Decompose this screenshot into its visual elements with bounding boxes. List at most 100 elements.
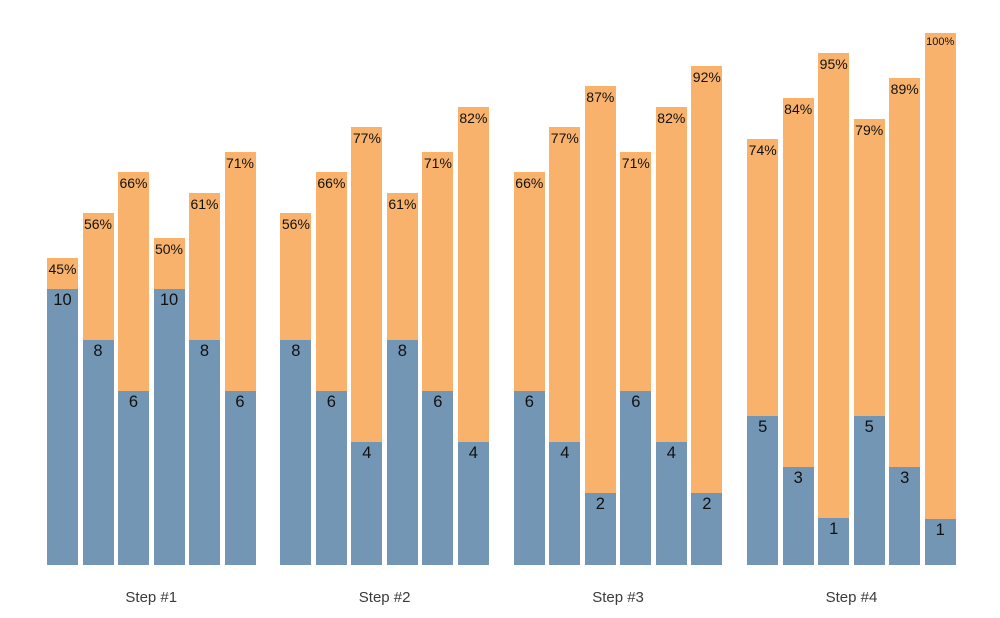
value-label: 3	[900, 469, 910, 488]
percent-label: 84%	[784, 101, 813, 118]
stacked-bar: 100% 1	[924, 33, 956, 565]
bottom-segment	[280, 339, 312, 565]
stacked-bar: 77% 4	[549, 127, 581, 565]
bottom-segment	[47, 288, 78, 565]
bottom-segment	[189, 339, 220, 565]
bottom-segment	[924, 518, 956, 565]
value-label: 10	[159, 291, 179, 309]
percent-label: 61%	[190, 195, 219, 212]
stacked-bar: 79% 5	[853, 118, 885, 565]
stacked-bar: 92% 2	[691, 65, 723, 565]
value-label: 5	[758, 418, 768, 437]
percent-label: 100%	[926, 36, 955, 48]
bottom-segment	[584, 492, 616, 565]
percent-label: 61%	[388, 195, 417, 212]
percent-label: 66%	[119, 175, 148, 192]
bottom-segment	[153, 289, 185, 565]
percent-label: 74%	[748, 142, 777, 159]
percent-label: 82%	[657, 109, 686, 126]
stacked-bar: 56% 8	[82, 212, 114, 565]
percent-label: 89%	[890, 80, 919, 97]
bottom-segment	[315, 390, 347, 565]
percent-label: 77%	[550, 130, 579, 147]
stacked-bar: 71% 6	[620, 151, 652, 565]
percent-label: 87%	[586, 89, 615, 106]
percent-label: 71%	[225, 154, 255, 171]
percent-label: 82%	[459, 109, 488, 126]
bottom-segment	[351, 441, 383, 565]
bottom-segment	[889, 467, 921, 565]
value-label: 6	[235, 392, 245, 411]
stacked-bar: 66% 6	[118, 172, 149, 565]
value-label: 5	[864, 418, 874, 437]
value-label: 3	[793, 469, 803, 488]
value-label: 6	[631, 392, 641, 411]
percent-label: 95%	[819, 56, 848, 73]
value-label: 1	[935, 520, 945, 539]
bottom-segment	[549, 441, 581, 565]
percent-label: 50%	[154, 240, 184, 257]
stacked-bar: 61% 8	[386, 192, 418, 565]
bottom-segment	[655, 441, 687, 565]
stacked-bar: 56% 8	[280, 212, 312, 565]
bottom-segment	[422, 390, 454, 565]
stacked-bar: 66% 6	[315, 172, 347, 565]
bottom-segment	[782, 467, 814, 565]
step-label: Step #4	[825, 589, 878, 606]
percent-label: 92%	[692, 68, 721, 85]
value-label: 2	[702, 494, 712, 513]
stacked-bar: 84% 3	[782, 98, 814, 565]
bottom-segment	[620, 390, 652, 565]
stacked-bar: 77% 4	[351, 127, 383, 565]
value-label: 4	[666, 443, 676, 462]
stacked-bar: 82% 4	[655, 106, 687, 565]
value-label: 10	[53, 290, 72, 309]
bottom-segment	[457, 441, 489, 565]
stacked-bar: 89% 3	[889, 77, 921, 565]
step-label: Step #3	[592, 589, 644, 606]
bottom-segment	[118, 390, 149, 565]
stacked-bar: 66% 6	[513, 172, 545, 565]
value-label: 6	[524, 392, 534, 411]
value-label: 8	[397, 341, 407, 360]
stacked-bar: 87% 2	[584, 86, 616, 565]
stacked-bar: 50% 10	[153, 237, 185, 565]
value-label: 2	[595, 494, 605, 513]
value-label: 8	[93, 341, 103, 360]
step-label: Step #1	[125, 589, 178, 606]
value-label: 4	[560, 443, 570, 462]
percent-label: 71%	[621, 154, 650, 171]
bottom-segment	[691, 492, 723, 565]
bottom-segment	[224, 390, 256, 565]
value-label: 6	[128, 392, 139, 411]
stacked-bar: 82% 4	[457, 106, 489, 565]
bottom-segment	[747, 416, 779, 565]
stacked-bar: 74% 5	[747, 139, 779, 565]
stacked-bar: 61% 8	[189, 192, 220, 565]
value-label: 4	[362, 443, 372, 462]
stacked-bar: 95% 1	[818, 53, 850, 565]
step-label: Step #2	[358, 589, 411, 606]
value-label: 6	[433, 392, 443, 411]
value-label: 4	[468, 443, 478, 462]
bottom-segment	[853, 416, 885, 565]
percent-label: 66%	[317, 175, 346, 192]
bottom-segment	[818, 518, 850, 565]
bottom-segment	[82, 339, 114, 565]
percent-label: 56%	[281, 215, 310, 232]
value-label: 1	[829, 520, 839, 539]
stacked-bar: 71% 6	[422, 151, 454, 565]
bottom-segment	[386, 339, 418, 565]
bottom-segment	[513, 390, 545, 565]
percent-label: 79%	[855, 121, 884, 138]
value-label: 8	[199, 341, 210, 360]
percent-label: 45%	[48, 260, 77, 277]
value-label: 8	[291, 341, 301, 360]
percent-label: 71%	[423, 154, 452, 171]
stacked-bar: 71% 6	[224, 151, 256, 565]
percent-label: 77%	[352, 130, 381, 147]
value-label: 6	[326, 392, 336, 411]
stacked-bar: 45% 10	[47, 257, 78, 565]
percent-label: 66%	[515, 175, 544, 192]
